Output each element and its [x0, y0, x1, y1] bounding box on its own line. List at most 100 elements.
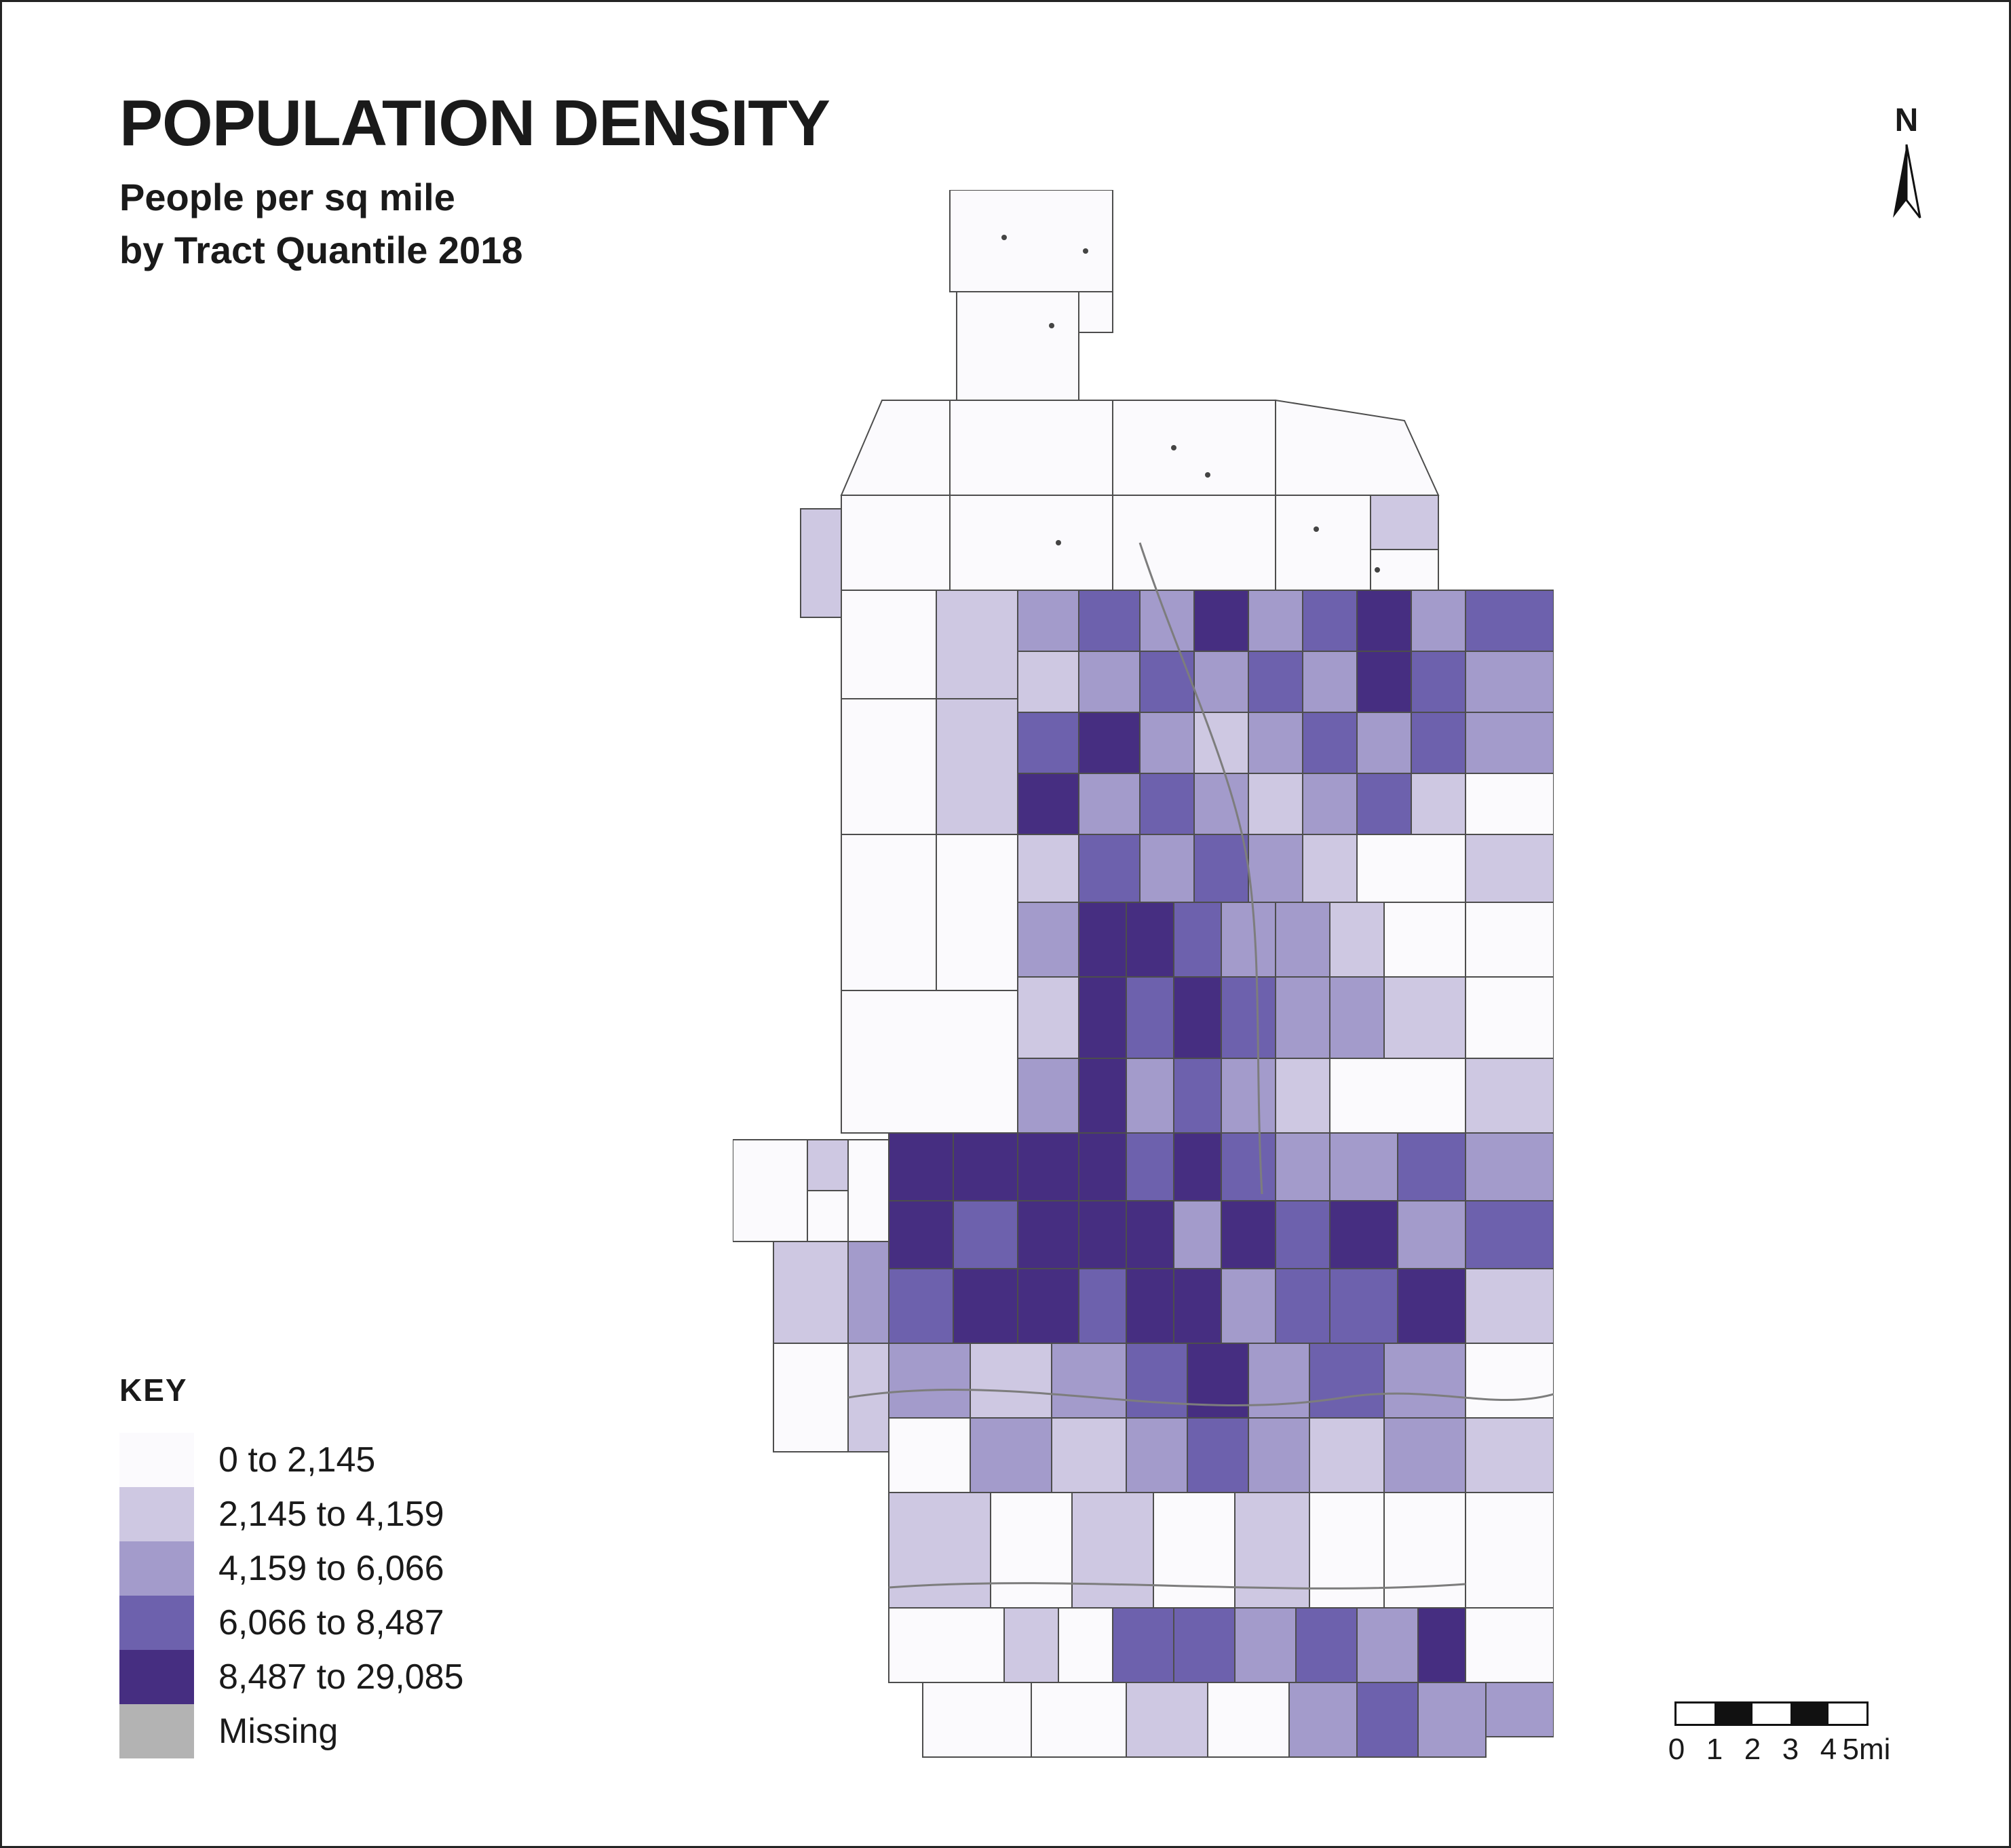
census-tract: [1302, 773, 1358, 835]
census-tract: [807, 1139, 849, 1191]
census-tract: [1356, 712, 1412, 774]
legend-item: Missing: [119, 1704, 463, 1758]
census-tract: [1309, 1417, 1385, 1493]
census-tract: [1139, 834, 1195, 903]
census-tract: [1417, 1682, 1487, 1758]
scale-label: 3: [1782, 1733, 1799, 1766]
legend-title: KEY: [119, 1372, 188, 1408]
census-tract: [1411, 651, 1466, 713]
legend-swatch: [119, 1704, 194, 1758]
census-tract: [1187, 1343, 1249, 1419]
census-tract: [1383, 1343, 1466, 1419]
census-tract: [1112, 1607, 1174, 1683]
census-tract: [1126, 1343, 1188, 1419]
title-block: POPULATION DENSITY People per sq mile by…: [119, 89, 830, 269]
census-tract: [841, 590, 937, 699]
map-dot: [1083, 248, 1088, 254]
census-tract: [1173, 1200, 1222, 1269]
census-tract: [841, 990, 1018, 1134]
census-tract: [1173, 1058, 1222, 1134]
census-tract: [1031, 1682, 1127, 1758]
census-tract: [1126, 1058, 1174, 1134]
legend-label: 6,066 to 8,487: [218, 1603, 444, 1642]
census-tract: [1003, 1607, 1059, 1683]
census-tract: [1234, 1607, 1297, 1683]
census-tract: [1465, 651, 1554, 713]
census-tract: [1295, 1607, 1358, 1683]
census-tract: [1383, 1492, 1466, 1609]
north-label: N: [1894, 102, 1919, 138]
census-tract: [1397, 1200, 1466, 1269]
scale-bar-segments: [1674, 1701, 1869, 1726]
census-tract: [1173, 976, 1222, 1059]
census-tract: [1153, 1492, 1236, 1609]
census-tract: [1465, 1343, 1554, 1419]
census-tract: [1417, 1607, 1466, 1683]
census-tract: [847, 1139, 889, 1242]
census-tract: [1465, 712, 1554, 774]
census-tract: [949, 495, 1113, 591]
scale-segment: [1828, 1703, 1866, 1724]
census-tract: [1126, 1268, 1174, 1344]
census-tract: [1370, 549, 1439, 591]
scale-label: 1: [1706, 1733, 1723, 1766]
map-dot: [1056, 540, 1061, 545]
census-tract: [1078, 773, 1141, 835]
census-tract: [1017, 1058, 1079, 1134]
census-tract: [1058, 1607, 1113, 1683]
census-tract: [1207, 1682, 1290, 1758]
choropleth-map: [733, 190, 1554, 1777]
census-tract: [1356, 834, 1466, 903]
census-tract: [1017, 651, 1079, 713]
map-dot: [1171, 445, 1176, 450]
census-tract: [733, 1139, 808, 1242]
census-tract: [1139, 651, 1195, 713]
map-dot: [1314, 526, 1319, 532]
census-tract: [1370, 495, 1439, 550]
census-tract: [1173, 1607, 1236, 1683]
census-tract: [1329, 1200, 1398, 1269]
legend-label: 0 to 2,145: [218, 1440, 376, 1480]
census-tract: [949, 190, 1113, 292]
census-tract: [1329, 976, 1385, 1059]
census-tract: [1193, 834, 1249, 903]
census-tract: [1411, 773, 1466, 835]
scale-segment: [1677, 1703, 1715, 1724]
census-tract: [1302, 651, 1358, 713]
census-tract: [1017, 1132, 1079, 1201]
census-tract: [1078, 651, 1141, 713]
census-tract: [1465, 1200, 1554, 1269]
census-tract: [1356, 1682, 1419, 1758]
census-tract: [1078, 1058, 1127, 1134]
census-tract: [773, 1343, 849, 1452]
census-tract: [1139, 773, 1195, 835]
scale-label: 5mi: [1842, 1733, 1891, 1766]
legend-label: 2,145 to 4,159: [218, 1495, 444, 1534]
census-tract: [1309, 1492, 1385, 1609]
census-tract: [1126, 976, 1174, 1059]
choropleth-map-svg: [733, 190, 1554, 1758]
census-tract: [800, 508, 842, 618]
census-tract: [888, 1132, 954, 1201]
census-tract: [1017, 976, 1079, 1059]
census-tract: [953, 1200, 1018, 1269]
census-tract: [1051, 1343, 1127, 1419]
scale-segment: [1715, 1703, 1753, 1724]
census-tract: [990, 1492, 1073, 1609]
scale-label: 0: [1668, 1733, 1685, 1766]
census-tract: [1112, 495, 1276, 591]
legend-swatch: [119, 1596, 194, 1650]
census-tract: [1275, 902, 1330, 978]
census-tract: [1017, 712, 1079, 774]
census-tract: [1329, 1268, 1398, 1344]
census-tract: [970, 1417, 1052, 1493]
census-tract: [1221, 1058, 1276, 1134]
road-line: [888, 1582, 1466, 1590]
census-tract: [1275, 495, 1371, 591]
census-tract: [1248, 834, 1303, 903]
road-line: [1138, 542, 1263, 1195]
census-tract: [1017, 1200, 1079, 1269]
scale-segment: [1753, 1703, 1790, 1724]
census-tract: [1465, 902, 1554, 978]
census-tract: [1411, 712, 1466, 774]
